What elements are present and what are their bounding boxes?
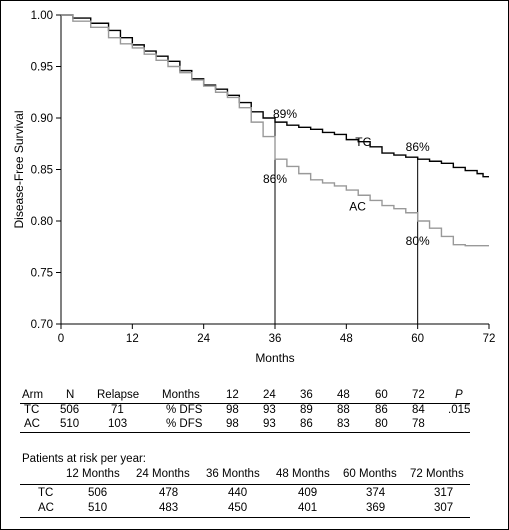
outcomes-tc-relapse: 71 xyxy=(111,404,124,416)
y-tick-label: 0.85 xyxy=(31,165,53,177)
outcomes-tc-36: 89 xyxy=(300,404,313,416)
x-tick-label: 0 xyxy=(58,333,64,345)
outcomes-tc-48: 88 xyxy=(337,404,350,416)
risk-ac-36: 450 xyxy=(228,502,248,514)
outcomes-tc-24: 93 xyxy=(263,404,276,416)
x-tick-label: 12 xyxy=(126,333,139,345)
series-label-tc: TC xyxy=(355,135,371,149)
outcomes-header-12: 12 xyxy=(226,389,239,401)
risk-header-24: 24 Months xyxy=(136,468,190,480)
outcomes-ac-24: 93 xyxy=(263,418,276,430)
outcomes-ac-arm: AC xyxy=(24,418,40,430)
outcomes-ac-label: % DFS xyxy=(166,418,203,430)
x-tick-label: 36 xyxy=(269,333,282,345)
risk-tc-48: 409 xyxy=(298,487,318,499)
outcomes-header-24: 24 xyxy=(263,389,276,401)
outcomes-tc-72: 84 xyxy=(412,404,425,416)
series-line-ac xyxy=(61,14,489,247)
outcomes-ac-12: 98 xyxy=(226,418,239,430)
risk-header-48: 48 Months xyxy=(276,468,330,480)
outcomes-header-arm: Arm xyxy=(22,389,44,401)
risk-rule-bottom xyxy=(20,517,470,518)
risk-ac-arm: AC xyxy=(38,502,54,514)
outcomes-header-36: 36 xyxy=(300,389,313,401)
outcomes-tc-n: 506 xyxy=(60,404,80,416)
risk-header-60: 60 Months xyxy=(343,468,397,480)
outcomes-header-p: P xyxy=(455,389,463,401)
outcomes-header-48: 48 xyxy=(337,389,350,401)
x-axis-title: Months xyxy=(255,351,294,365)
y-tick-label: 0.70 xyxy=(31,319,53,331)
outcomes-ac-48: 83 xyxy=(337,418,350,430)
y-tick-label: 0.95 xyxy=(31,62,53,74)
risk-ac-12: 510 xyxy=(88,502,108,514)
risk-header-72: 72 Months xyxy=(410,468,464,480)
dfs-chart: 0.70 0.75 0.80 0.85 0.90 0.95 1.00 0 12 24 36 48 60 7… xyxy=(12,10,496,365)
outcomes-rule-top xyxy=(20,403,470,404)
risk-header-12: 12 Months xyxy=(66,468,120,480)
outcomes-tc-12: 98 xyxy=(226,404,239,416)
y-tick-label: 0.80 xyxy=(31,216,53,228)
outcomes-header-60: 60 xyxy=(375,389,388,401)
x-tick-label: 60 xyxy=(411,333,424,345)
risk-tc-arm: TC xyxy=(38,487,54,499)
risk-ac-24: 483 xyxy=(159,502,179,514)
risk-header-36: 36 Months xyxy=(206,468,260,480)
outcomes-header-relapse: Relapse xyxy=(97,389,140,401)
annotation-label: 89% xyxy=(273,107,297,121)
risk-tc-36: 440 xyxy=(228,487,248,499)
risk-ac-60: 369 xyxy=(366,502,386,514)
risk-ac-72: 307 xyxy=(434,502,454,514)
x-tick-label: 72 xyxy=(483,333,496,345)
y-axis-title: Disease-Free Survival xyxy=(12,110,26,228)
risk-ac-48: 401 xyxy=(298,502,318,514)
annotation-label: 86% xyxy=(263,172,287,186)
risk-title: Patients at risk per year: xyxy=(22,453,146,465)
x-tick-label: 24 xyxy=(197,333,210,345)
outcomes-tc-arm: TC xyxy=(24,404,40,416)
y-tick-label: 1.00 xyxy=(31,10,53,22)
outcomes-rule-bottom xyxy=(20,432,470,433)
risk-tc-72: 317 xyxy=(434,487,454,499)
annotation-label: 86% xyxy=(406,140,430,154)
risk-tc-60: 374 xyxy=(366,487,386,499)
outcomes-header-72: 72 xyxy=(412,389,425,401)
outcomes-ac-relapse: 103 xyxy=(108,418,128,430)
x-tick-label: 48 xyxy=(340,333,353,345)
outcomes-tc-60: 86 xyxy=(375,404,388,416)
risk-tc-24: 478 xyxy=(159,487,179,499)
outcomes-tc-label: % DFS xyxy=(166,404,203,416)
outcomes-header-months: Months xyxy=(162,389,200,401)
outcomes-ac-n: 510 xyxy=(60,418,80,430)
y-tick-label: 0.90 xyxy=(31,113,53,125)
outcomes-header-n: N xyxy=(66,389,75,401)
outcomes-ac-36: 86 xyxy=(300,418,313,430)
y-tick-label: 0.75 xyxy=(31,268,53,280)
annotation-label: 80% xyxy=(406,234,430,248)
series-label-ac: AC xyxy=(349,200,366,214)
outcomes-ac-60: 80 xyxy=(375,418,388,430)
risk-rule-top xyxy=(20,484,470,485)
risk-tc-12: 506 xyxy=(88,487,108,499)
outcomes-tc-p: .015 xyxy=(448,404,471,416)
outcomes-ac-72: 78 xyxy=(412,418,425,430)
